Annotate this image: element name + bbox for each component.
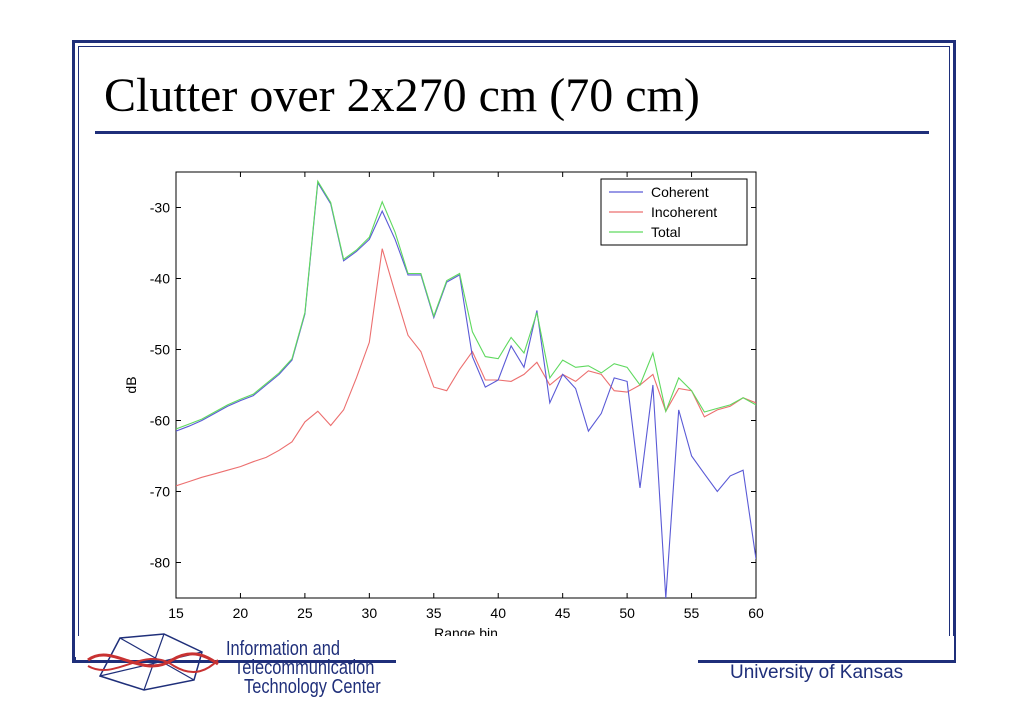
series-line-incoherent bbox=[176, 248, 756, 487]
x-tick-label: 55 bbox=[684, 605, 700, 621]
x-tick-label: 30 bbox=[362, 605, 378, 621]
university-name: University of Kansas bbox=[730, 662, 904, 683]
footer-rule-left bbox=[72, 660, 396, 663]
x-tick-label: 20 bbox=[233, 605, 249, 621]
y-tick-label: -70 bbox=[150, 484, 170, 500]
x-tick-label: 35 bbox=[426, 605, 442, 621]
footer-background bbox=[76, 636, 954, 696]
legend-label-total: Total bbox=[651, 224, 681, 240]
chart-lines bbox=[176, 179, 756, 598]
y-tick-label: -80 bbox=[150, 555, 170, 571]
y-tick-label: -30 bbox=[150, 200, 170, 216]
legend-label-incoherent: Incoherent bbox=[651, 204, 717, 220]
x-tick-label: 60 bbox=[748, 605, 764, 621]
ittc-logo-icon bbox=[87, 633, 219, 691]
slide-title: Clutter over 2x270 cm (70 cm) bbox=[104, 69, 700, 122]
chart-legend: Coherent Incoherent Total bbox=[600, 178, 748, 246]
y-tick-label: -60 bbox=[150, 413, 170, 429]
y-tick-label: -40 bbox=[150, 271, 170, 287]
y-tick-label: -50 bbox=[150, 342, 170, 358]
x-tick-label: 50 bbox=[619, 605, 635, 621]
legend-label-coherent: Coherent bbox=[651, 184, 709, 200]
y-axis-label: dB bbox=[123, 376, 139, 393]
x-tick-label: 25 bbox=[297, 605, 313, 621]
x-tick-label: 40 bbox=[490, 605, 506, 621]
footer-rule-right bbox=[698, 660, 956, 663]
x-tick-label: 45 bbox=[555, 605, 571, 621]
series-line-coherent bbox=[176, 181, 756, 598]
logo-text-line-3: Technology Center bbox=[244, 676, 381, 698]
plot-area-border bbox=[175, 171, 757, 599]
x-tick-label: 15 bbox=[168, 605, 184, 621]
title-underline bbox=[95, 131, 929, 134]
chart-axes: 15 20 25 30 35 40 45 50 55 60-80-70-60-50-40-30Ra… bbox=[123, 171, 764, 641]
logo-text-line-1: Information and bbox=[226, 638, 340, 660]
logo-text-line-2: Telecommunication bbox=[234, 657, 375, 679]
series-line-total bbox=[176, 179, 756, 430]
